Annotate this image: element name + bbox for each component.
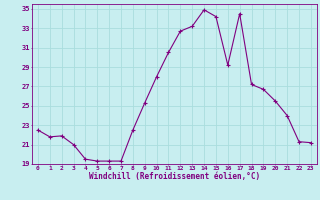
X-axis label: Windchill (Refroidissement éolien,°C): Windchill (Refroidissement éolien,°C) <box>89 172 260 181</box>
